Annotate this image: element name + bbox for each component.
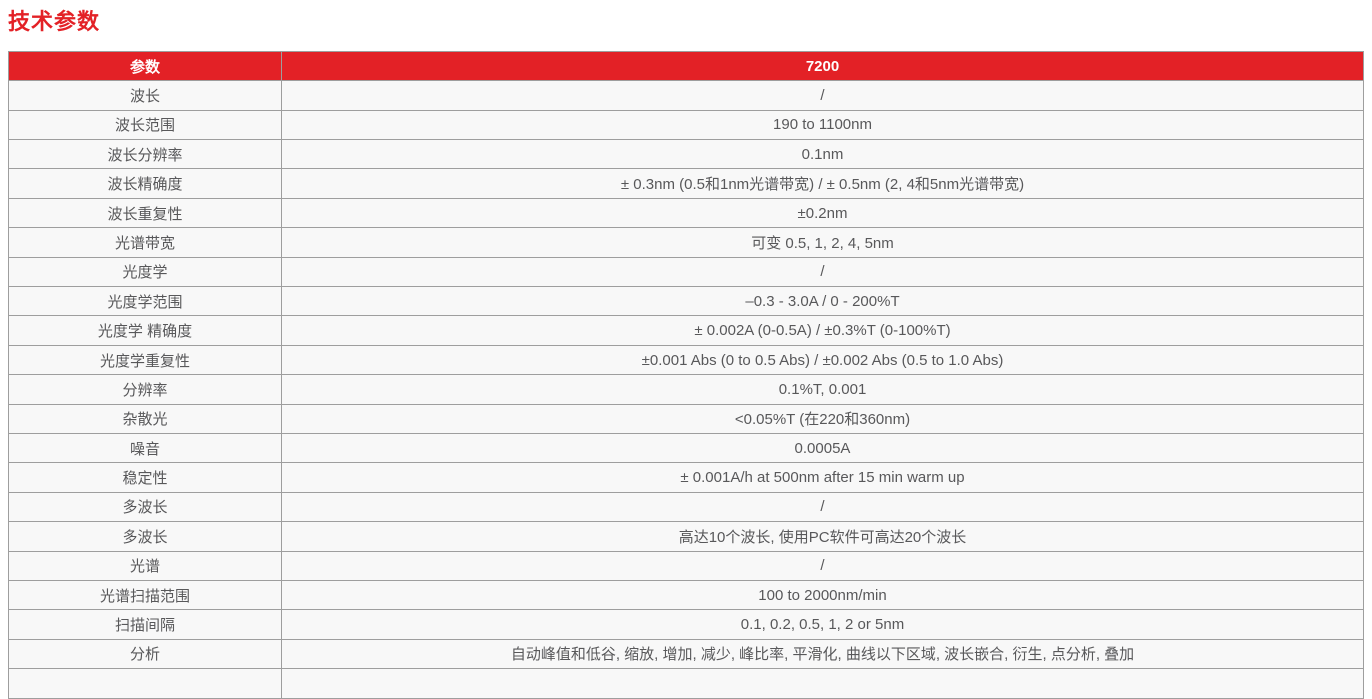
value-cell: 190 to 1100nm	[281, 109, 1364, 141]
value-cell: ± 0.001A/h at 500nm after 15 min warm up	[281, 462, 1364, 493]
table-row: 杂散光 <0.05%T (在220和360nm)	[8, 403, 1364, 434]
param-cell: 噪音	[8, 432, 282, 464]
table-row: 波长 /	[8, 80, 1364, 111]
specs-table-body: 波长 / 波长范围 190 to 1100nm 波长分辨率 0.1nm 波长精确度 ± 0.3…	[8, 80, 1364, 699]
table-row: 多波长 /	[8, 491, 1364, 523]
param-cell: 光度学	[8, 256, 282, 288]
header-row: 参数 7200	[8, 51, 1364, 82]
table-row: 光度学重复性 ±0.001 Abs (0 to 0.5 Abs) / ±0.002…	[8, 344, 1364, 376]
table-row: 波长重复性 ±0.2nm	[8, 197, 1364, 229]
value-cell: 高达10个波长, 使用PC软件可高达20个波长	[281, 521, 1364, 552]
value-cell: <0.05%T (在220和360nm)	[281, 403, 1364, 434]
param-cell: 光谱	[8, 550, 282, 581]
value-cell: ± 0.002A (0-0.5A) / ±0.3%T (0-100%T)	[281, 315, 1364, 346]
param-cell: 稳定性	[8, 462, 282, 493]
table-row: 扫描间隔 0.1, 0.2, 0.5, 1, 2 or 5nm	[8, 609, 1364, 640]
specs-table: 参数 7200 波长 / 波长范围 190 to 1100nm 波长分辨率 0.1nm 波长…	[8, 51, 1364, 699]
param-cell: 光谱扫描范围	[8, 579, 282, 611]
param-cell: 波长	[8, 80, 282, 111]
value-cell: /	[281, 80, 1364, 111]
param-cell: 波长重复性	[8, 197, 282, 229]
value-cell: 100 to 2000nm/min	[281, 579, 1364, 611]
table-row: 光谱扫描范围 100 to 2000nm/min	[8, 579, 1364, 611]
param-cell: 光度学重复性	[8, 344, 282, 376]
param-cell: 光谱带宽	[8, 227, 282, 258]
value-cell: 0.1, 0.2, 0.5, 1, 2 or 5nm	[281, 609, 1364, 640]
table-row: 光谱带宽 可变 0.5, 1, 2, 4, 5nm	[8, 227, 1364, 258]
table-row: 光谱 /	[8, 550, 1364, 581]
table-row: 光度学 /	[8, 256, 1364, 288]
param-cell: 光度学 精确度	[8, 315, 282, 346]
value-cell: ± 0.3nm (0.5和1nm光谱带宽) / ± 0.5nm (2, 4和5n…	[281, 168, 1364, 199]
table-row: 光度学 精确度 ± 0.002A (0-0.5A) / ±0.3%T (0-100…	[8, 315, 1364, 346]
table-row: 稳定性 ± 0.001A/h at 500nm after 15 min warm…	[8, 462, 1364, 493]
param-cell: 分析	[8, 638, 282, 670]
value-cell: ±0.001 Abs (0 to 0.5 Abs) / ±0.002 Abs (…	[281, 344, 1364, 376]
param-cell: 杂散光	[8, 403, 282, 434]
value-cell	[281, 668, 1364, 699]
table-row: 波长范围 190 to 1100nm	[8, 109, 1364, 141]
value-cell: /	[281, 256, 1364, 288]
value-cell: 自动峰值和低谷, 缩放, 增加, 减少, 峰比率, 平滑化, 曲线以下区域, 波…	[281, 638, 1364, 670]
table-row: 波长精确度 ± 0.3nm (0.5和1nm光谱带宽) / ± 0.5nm (2,…	[8, 168, 1364, 199]
value-cell: 0.1%T, 0.001	[281, 374, 1364, 405]
param-header-cell: 参数	[8, 51, 282, 82]
table-row: 波长分辨率 0.1nm	[8, 139, 1364, 170]
param-cell: 波长范围	[8, 109, 282, 141]
param-cell	[8, 668, 282, 699]
table-row	[8, 668, 1364, 699]
table-row: 分析 自动峰值和低谷, 缩放, 增加, 减少, 峰比率, 平滑化, 曲线以下区域,…	[8, 638, 1364, 670]
param-cell: 分辨率	[8, 374, 282, 405]
value-cell: /	[281, 491, 1364, 523]
param-cell: 波长分辨率	[8, 139, 282, 170]
value-cell: 0.0005A	[281, 432, 1364, 464]
value-cell: /	[281, 550, 1364, 581]
param-cell: 光度学范围	[8, 286, 282, 317]
value-cell: –0.3 - 3.0A / 0 - 200%T	[281, 286, 1364, 317]
value-cell: 0.1nm	[281, 139, 1364, 170]
table-row: 光度学范围 –0.3 - 3.0A / 0 - 200%T	[8, 286, 1364, 317]
value-cell: ±0.2nm	[281, 197, 1364, 229]
page-title: 技术参数	[8, 9, 101, 34]
model-header-cell: 7200	[281, 51, 1364, 82]
param-cell: 扫描间隔	[8, 609, 282, 640]
value-cell: 可变 0.5, 1, 2, 4, 5nm	[281, 227, 1364, 258]
table-row: 分辨率 0.1%T, 0.001	[8, 374, 1364, 405]
param-cell: 多波长	[8, 521, 282, 552]
param-cell: 波长精确度	[8, 168, 282, 199]
table-row: 多波长 高达10个波长, 使用PC软件可高达20个波长	[8, 521, 1364, 552]
param-cell: 多波长	[8, 491, 282, 523]
table-row: 噪音 0.0005A	[8, 432, 1364, 464]
